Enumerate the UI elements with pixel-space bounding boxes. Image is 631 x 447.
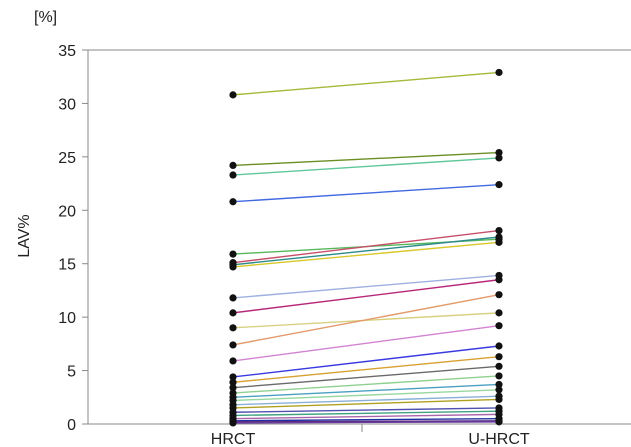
series-line bbox=[232, 398, 500, 409]
y-tick-label: 30 bbox=[58, 96, 76, 113]
data-point bbox=[229, 341, 237, 349]
data-point bbox=[495, 372, 503, 380]
series-line bbox=[232, 71, 500, 96]
y-tick-label: 25 bbox=[58, 150, 76, 167]
data-point bbox=[229, 419, 237, 427]
data-point bbox=[229, 171, 237, 179]
data-point bbox=[495, 276, 503, 284]
series-line bbox=[232, 420, 500, 423]
series-line bbox=[232, 395, 500, 406]
data-point bbox=[229, 263, 237, 271]
series-line bbox=[232, 236, 500, 266]
y-tick-label: 10 bbox=[58, 310, 76, 327]
data-point bbox=[495, 181, 503, 189]
data-point bbox=[229, 384, 237, 392]
data-point bbox=[495, 386, 503, 394]
series-line bbox=[232, 383, 500, 398]
data-point bbox=[229, 324, 237, 332]
y-tick-label: 15 bbox=[58, 257, 76, 274]
y-unit-label: [%] bbox=[34, 9, 57, 26]
data-point bbox=[495, 380, 503, 389]
y-tick-label: 0 bbox=[67, 417, 76, 434]
data-point bbox=[229, 250, 237, 258]
data-point bbox=[495, 238, 503, 246]
data-point bbox=[495, 291, 503, 299]
series-line bbox=[232, 279, 500, 314]
series-line bbox=[232, 389, 500, 402]
series-line bbox=[232, 294, 500, 346]
series-line bbox=[232, 365, 500, 389]
series-line bbox=[232, 183, 500, 203]
y-axis-title: LAV% bbox=[16, 214, 33, 257]
data-point bbox=[229, 357, 237, 365]
data-point bbox=[229, 378, 237, 386]
data-point bbox=[495, 395, 503, 404]
y-tick-label: 35 bbox=[58, 43, 76, 60]
data-point bbox=[229, 373, 237, 381]
data-point bbox=[229, 161, 237, 170]
data-point bbox=[495, 342, 503, 350]
series-line bbox=[232, 151, 500, 167]
data-point bbox=[495, 148, 503, 157]
y-tick-label: 5 bbox=[67, 364, 76, 381]
series-line bbox=[232, 410, 500, 417]
series-line bbox=[232, 274, 500, 299]
series-line bbox=[232, 345, 500, 378]
series-line bbox=[232, 375, 500, 394]
data-point bbox=[495, 226, 503, 235]
data-point bbox=[495, 233, 503, 241]
series-line bbox=[232, 413, 500, 420]
data-point bbox=[229, 91, 237, 99]
data-point bbox=[495, 68, 503, 77]
series-line bbox=[232, 421, 500, 424]
x-tick-label: HRCT bbox=[211, 431, 256, 447]
series-line bbox=[232, 355, 500, 384]
data-point bbox=[495, 322, 503, 330]
data-point bbox=[229, 198, 237, 206]
data-point bbox=[229, 309, 237, 317]
series-line bbox=[232, 324, 500, 362]
series-line bbox=[232, 241, 500, 268]
series-line bbox=[232, 417, 500, 422]
y-tick-label: 20 bbox=[58, 203, 76, 220]
data-point bbox=[495, 309, 503, 317]
x-tick-label: U-HRCT bbox=[468, 431, 530, 447]
plot-area: 0 5 10 15 20 25 30 35 HRCT U-HRCT bbox=[58, 43, 631, 447]
data-point bbox=[495, 362, 503, 370]
data-point bbox=[495, 154, 503, 162]
series-line bbox=[232, 157, 500, 176]
series-line bbox=[232, 407, 500, 413]
data-point bbox=[229, 294, 237, 302]
data-point bbox=[495, 418, 503, 426]
data-point bbox=[495, 353, 503, 361]
series-line bbox=[232, 229, 500, 264]
